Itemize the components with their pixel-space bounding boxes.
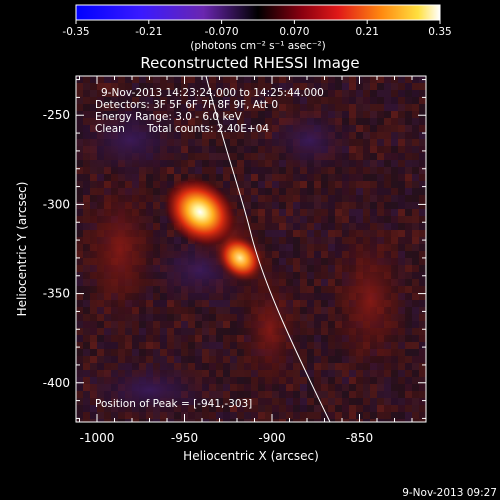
y-tick-label: -250 <box>43 108 70 122</box>
info-detectors: Detectors: 3F 5F 6F 7F 8F 9F, Att 0 <box>95 99 278 111</box>
colorbar-tick-label: -0.35 <box>62 26 89 38</box>
colorbar-unit-label: (photons cm⁻² s⁻¹ asec⁻²) <box>190 40 325 52</box>
footer-timestamp: 9-Nov-2013 09:27 <box>402 487 497 499</box>
x-axis-label: Heliocentric X (arcsec) <box>183 449 319 463</box>
x-tick-label: -1000 <box>80 431 115 445</box>
colorbar-tick-label: -0.070 <box>205 26 239 38</box>
colorbar-tick-labels: -0.35 -0.21 -0.070 0.070 0.21 0.35 <box>62 26 451 38</box>
colorbar-tick-label: 0.35 <box>428 26 451 38</box>
colorbar-tick-label: 0.21 <box>356 26 379 38</box>
y-axis-ticks <box>76 79 426 419</box>
y-tick-label: -400 <box>43 376 70 390</box>
rhessi-image <box>76 76 426 422</box>
colorbar-tick-label: -0.21 <box>135 26 162 38</box>
info-method: Clean <box>95 123 125 135</box>
y-tick-label: -350 <box>43 287 70 301</box>
peak-position: Position of Peak = [-941,-303] <box>95 398 252 410</box>
plot-frame <box>75 75 427 423</box>
info-energy-range: Energy Range: 3.0 - 6.0 keV <box>95 111 243 123</box>
y-axis-label: Heliocentric Y (arcsec) <box>15 182 29 317</box>
y-tick-label: -300 <box>43 197 70 211</box>
x-tick-label: -900 <box>258 431 285 445</box>
colorbar <box>75 4 441 21</box>
x-tick-label: -950 <box>171 431 198 445</box>
x-tick-label: -850 <box>346 431 373 445</box>
info-total-counts: Total counts: 2.40E+04 <box>146 123 269 135</box>
info-time-range: 9-Nov-2013 14:23:24.000 to 14:25:44.000 <box>101 87 324 99</box>
colorbar-tick-label: 0.070 <box>279 26 309 38</box>
x-axis-tick-labels: -1000 -950 -900 -850 <box>80 431 374 445</box>
colorbar-ticks <box>75 20 441 24</box>
plot-title: Reconstructed RHESSI Image <box>140 54 359 72</box>
y-axis-tick-labels: -250 -300 -350 -400 <box>43 108 70 390</box>
solar-limb-line <box>205 76 331 422</box>
